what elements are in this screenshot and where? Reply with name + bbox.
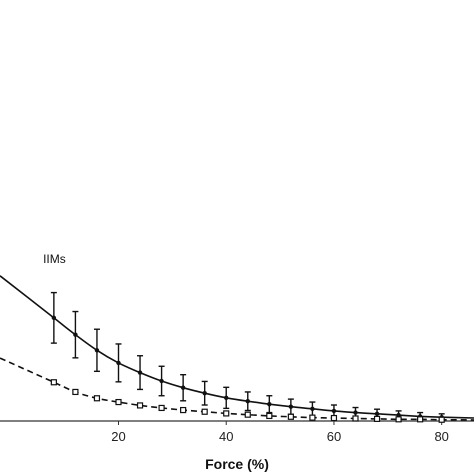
data-point	[395, 416, 402, 423]
series-annotation-iims: IIMs	[43, 252, 66, 266]
data-point	[158, 404, 165, 412]
x-tick-label: 40	[219, 429, 233, 444]
data-point	[310, 406, 315, 411]
data-point	[352, 415, 359, 422]
data-point	[396, 412, 401, 418]
data-point	[287, 413, 294, 420]
series-line-solid	[0, 275, 474, 419]
data-point	[137, 370, 143, 375]
data-point	[309, 414, 316, 421]
data-point	[330, 414, 338, 422]
data-point	[51, 315, 57, 321]
x-axis-title: Force (%)	[205, 456, 269, 472]
data-point	[223, 410, 230, 417]
data-point	[267, 401, 272, 407]
data-point	[224, 395, 229, 401]
series-line-dashed	[0, 357, 474, 421]
data-point	[115, 398, 122, 406]
plot-area	[0, 275, 474, 425]
data-point	[417, 416, 424, 423]
data-point	[94, 348, 100, 353]
data-point	[374, 411, 380, 417]
data-point	[244, 411, 251, 418]
data-point	[331, 408, 337, 414]
data-point	[159, 378, 164, 384]
data-point	[180, 385, 186, 390]
data-point	[136, 402, 144, 409]
data-point	[266, 412, 273, 420]
data-point	[116, 360, 121, 366]
x-tick-label: 20	[111, 429, 125, 444]
axis-labels: 20 40 60 80 Force (%) IIMs	[43, 252, 449, 472]
data-point	[72, 388, 79, 396]
data-point	[353, 410, 358, 415]
data-point	[202, 391, 207, 396]
data-point	[288, 404, 294, 409]
data-point	[201, 408, 208, 415]
data-point	[438, 416, 445, 423]
data-point	[50, 379, 57, 386]
data-point	[373, 415, 381, 422]
data-point	[93, 395, 101, 402]
x-tick-label: 80	[434, 429, 448, 444]
data-point	[245, 399, 250, 404]
x-tick-label: 60	[327, 429, 341, 444]
data-point	[73, 332, 78, 337]
data-point	[180, 406, 187, 414]
